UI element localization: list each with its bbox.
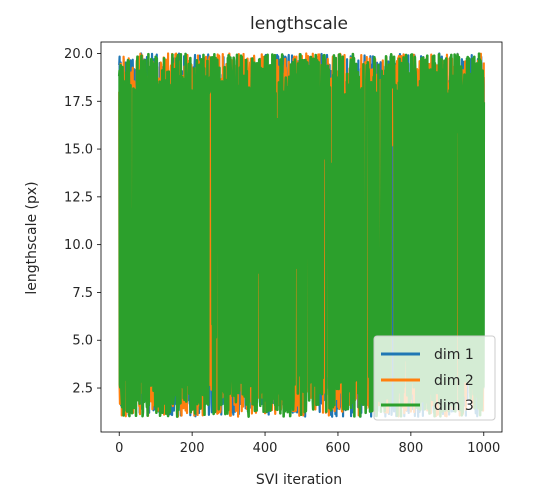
chart-title: lengthscale — [250, 14, 348, 34]
y-tick-label: 20.0 — [64, 47, 93, 62]
x-axis: 0 200 400 600 800 1000 — [115, 432, 500, 456]
legend-label-dim-2: dim 2 — [434, 373, 474, 389]
series-line-dim-3 — [117, 52, 486, 418]
y-axis-label: lengthscale (px) — [24, 181, 40, 294]
y-tick-label: 17.5 — [64, 95, 93, 110]
x-tick-label: 200 — [180, 441, 205, 456]
legend-label-dim-3: dim 3 — [434, 398, 474, 414]
y-tick-label: 12.5 — [64, 190, 93, 205]
y-tick-label: 2.5 — [72, 382, 93, 397]
y-tick-label: 15.0 — [64, 143, 93, 158]
x-tick-label: 0 — [115, 441, 123, 456]
y-tick-label: 7.5 — [72, 286, 93, 301]
x-tick-label: 400 — [253, 441, 278, 456]
x-tick-label: 600 — [326, 441, 351, 456]
y-tick-label: 5.0 — [72, 334, 93, 349]
legend-label-dim-1: dim 1 — [434, 347, 474, 363]
plot-frame — [100, 41, 503, 433]
x-tick-label: 800 — [398, 441, 423, 456]
x-axis-label: SVI iteration — [256, 472, 342, 488]
y-tick-label: 10.0 — [64, 238, 93, 253]
y-axis: 2.5 5.0 7.5 10.0 12.5 15.0 17.5 20.0 — [64, 47, 101, 397]
x-tick-label: 1000 — [467, 441, 500, 456]
legend-box — [373, 335, 496, 421]
legend: dim 1 dim 2 dim 3 — [373, 335, 496, 421]
